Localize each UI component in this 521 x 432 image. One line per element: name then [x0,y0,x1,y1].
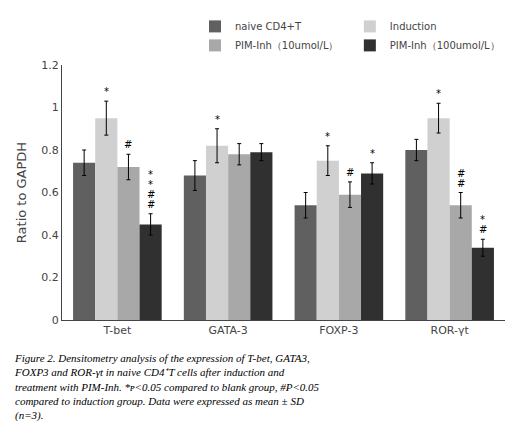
svg-text:Figure 2. Densitometry analysi: Figure 2. Densitometry analysis of the e… [14,352,320,422]
svg-text:GATA-3: GATA-3 [208,324,247,337]
svg-text:#: # [147,199,155,210]
svg-text:#: # [457,178,465,189]
svg-text:T-bet: T-bet [103,324,132,337]
svg-text:*: * [325,131,330,142]
svg-text:*: * [104,86,109,97]
svg-text:*: * [148,169,153,180]
svg-text:PIM-Inh（10umol/L）: PIM-Inh（10umol/L） [235,40,338,51]
svg-text:#: # [457,168,465,179]
svg-text:1.2: 1.2 [41,59,59,72]
svg-text:0.4: 0.4 [41,229,59,242]
svg-text:0.2: 0.2 [41,271,59,284]
svg-text:0.6: 0.6 [41,186,59,199]
svg-text:PIM-Inh（100umol/L）: PIM-Inh（100umol/L） [390,40,500,51]
svg-text:naive CD4+T: naive CD4+T [235,21,302,32]
svg-text:#: # [124,139,132,150]
svg-text:Induction: Induction [390,21,437,32]
svg-text:*: * [436,88,441,99]
svg-text:Ratio to GAPDH: Ratio to GAPDH [14,142,29,243]
svg-text:#: # [479,224,487,235]
svg-text:0: 0 [52,314,59,327]
svg-text:*: * [215,114,220,125]
svg-text:ROR-γt: ROR-γt [430,324,469,337]
svg-text:#: # [346,167,354,178]
svg-text:#: # [147,189,155,200]
svg-text:*: * [480,214,485,225]
svg-text:*: * [370,148,375,159]
svg-text:0.8: 0.8 [41,144,59,157]
svg-text:*: * [148,179,153,190]
svg-text:FOXP-3: FOXP-3 [319,324,358,337]
svg-text:1: 1 [52,101,59,114]
